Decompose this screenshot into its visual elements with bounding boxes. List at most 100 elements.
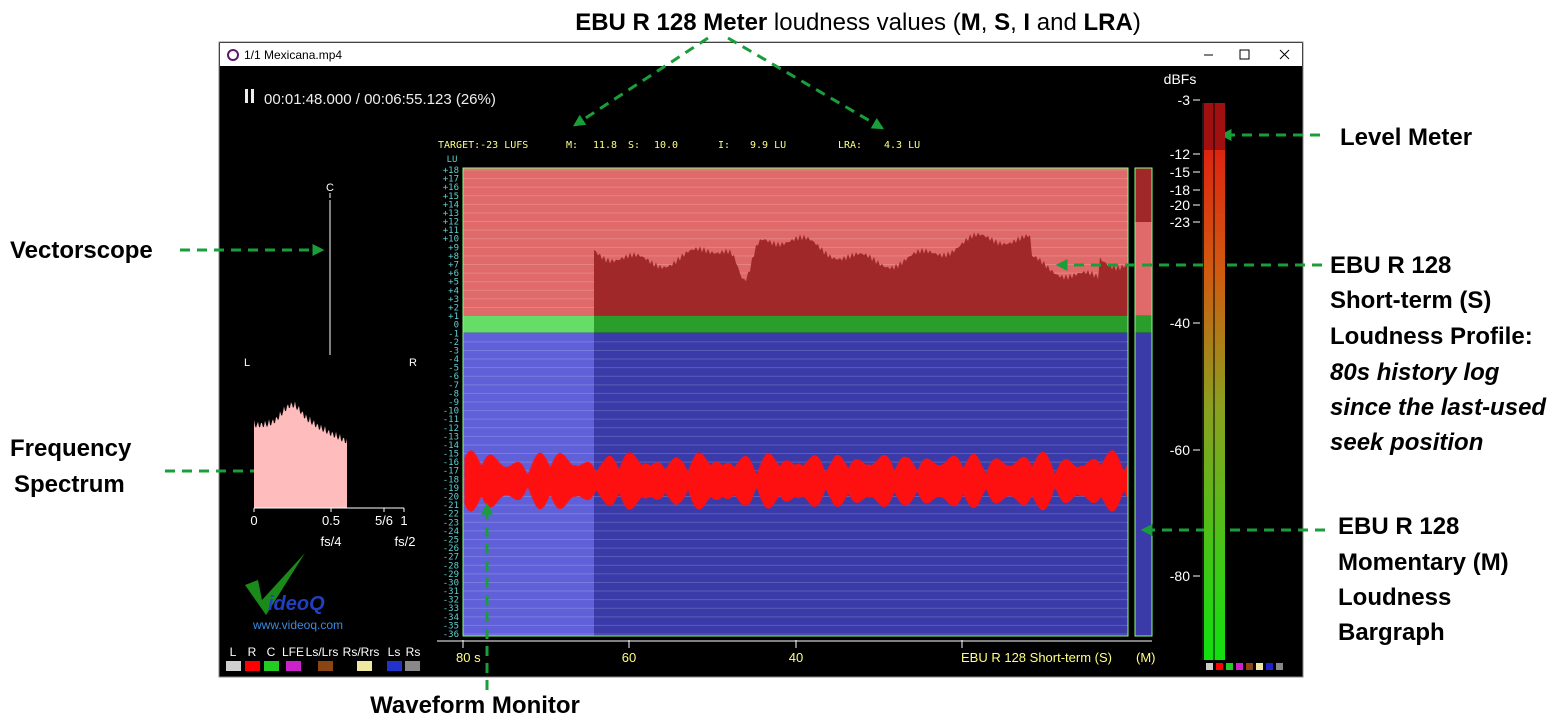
lu-tick-label: -12	[443, 424, 459, 434]
channel-swatch	[318, 661, 333, 671]
meter-readout: S:	[628, 140, 640, 151]
lu-tick-label: +6	[448, 269, 459, 279]
lu-tick-label: -2	[448, 338, 459, 348]
lu-tick-label: -29	[443, 570, 459, 580]
meter-readout: 10.0	[654, 140, 678, 151]
arrow	[572, 36, 709, 127]
lu-tick-label: -13	[443, 432, 459, 442]
channel-swatch	[245, 661, 260, 671]
lu-tick-label: +11	[443, 226, 459, 236]
dbfs-tick-label: -40	[1170, 315, 1190, 331]
annotation-title: EBU R 128 Meter loudness values (M, S, I…	[575, 9, 1141, 36]
lu-tick-label: -27	[443, 553, 459, 563]
channel-swatch	[357, 661, 372, 671]
channel-swatch	[387, 661, 402, 671]
app-icon	[227, 49, 239, 61]
annotation: Momentary (M)	[1338, 549, 1509, 576]
lu-tick-label: +18	[443, 166, 459, 176]
title-part: ,	[981, 9, 994, 36]
annotation: Frequency	[10, 435, 132, 462]
arrow	[727, 36, 885, 130]
spectrum-tick-label: 0	[250, 513, 257, 528]
dbfs-tick-label: -3	[1178, 92, 1191, 108]
lu-tick-label: -14	[443, 441, 459, 451]
loudness-target	[463, 315, 1128, 333]
dbfs-tick-label: -80	[1170, 568, 1190, 584]
annotation: 80s history log	[1330, 359, 1500, 386]
meter-channel-swatch	[1256, 663, 1263, 670]
lu-tick-label: -8	[448, 389, 459, 399]
title-bar	[220, 43, 1302, 66]
profile-label: EBU R 128 Short-term (S)	[961, 650, 1112, 665]
meter-channel-swatch	[1276, 663, 1283, 670]
channel-label: Ls	[388, 645, 401, 659]
logo-url: www.videoq.com	[252, 618, 343, 632]
loudness-profile	[462, 167, 1129, 637]
annotation: since the last-used	[1330, 394, 1547, 421]
lu-tick-label: +16	[443, 183, 459, 193]
meter-channel-swatch	[1206, 663, 1213, 670]
lu-tick-label: -16	[443, 458, 459, 468]
lu-tick-label: -5	[448, 364, 459, 374]
lu-tick-label: -3	[448, 346, 459, 356]
spectrum-tick-label: 5/6	[375, 513, 393, 528]
meter-readout: I:	[718, 140, 730, 151]
lu-tick-label: -18	[443, 475, 459, 485]
meter-readout: M:	[566, 140, 578, 151]
lu-tick-label: +5	[448, 278, 459, 288]
spectrum-tick-label: 1	[400, 513, 407, 528]
dbfs-tick-label: -15	[1170, 164, 1190, 180]
title-part: LRA	[1083, 9, 1132, 36]
annotation: Level Meter	[1340, 124, 1472, 151]
lu-tick-label: -25	[443, 535, 459, 545]
lu-tick-label: -23	[443, 518, 459, 528]
pause-icon[interactable]	[245, 89, 248, 103]
meter-channel-swatch	[1216, 663, 1223, 670]
annotation: EBU R 128	[1330, 252, 1451, 279]
lu-tick-label: -31	[443, 587, 459, 597]
lu-tick-label: +4	[448, 286, 459, 296]
annotation: seek position	[1330, 429, 1483, 456]
lu-tick-label: -24	[443, 527, 459, 537]
lu-tick-label: +9	[448, 243, 459, 253]
lu-tick-label: -33	[443, 604, 459, 614]
channel-swatch	[226, 661, 241, 671]
lu-tick-label: -6	[448, 372, 459, 382]
dbfs-tick-label: -60	[1170, 442, 1190, 458]
lu-tick-label: -30	[443, 578, 459, 588]
close-button[interactable]	[1279, 49, 1290, 60]
lu-tick-label: -26	[443, 544, 459, 554]
momentary-top	[1135, 168, 1152, 222]
time-tick-label: 80 s	[456, 650, 481, 665]
lu-tick-label: +3	[448, 295, 459, 305]
lu-tick-label: -4	[448, 355, 459, 365]
pause-icon[interactable]	[251, 89, 254, 103]
momentary-below	[1135, 332, 1152, 636]
lu-tick-label: -17	[443, 467, 459, 477]
channel-label: Rs/Rrs	[343, 645, 380, 659]
spectrum-sub-label: fs/4	[321, 534, 342, 549]
title-part: )	[1133, 9, 1141, 36]
lu-tick-label: +14	[443, 200, 459, 210]
time-tick-label: 40	[789, 650, 803, 665]
annotation: Short-term (S)	[1330, 287, 1491, 314]
lu-tick-label: +2	[448, 303, 459, 313]
maximize-button[interactable]	[1239, 49, 1250, 60]
time-tick-label: 60	[622, 650, 636, 665]
dbfs-tick-label: -20	[1170, 197, 1190, 213]
logo: ideoQ	[268, 593, 325, 615]
lu-tick-label: -10	[443, 407, 459, 417]
meter-channel-swatch	[1226, 663, 1233, 670]
dbfs-tick-label: -23	[1170, 214, 1190, 230]
title-part: S	[994, 9, 1010, 36]
loudness-target-light	[463, 315, 594, 333]
lu-unit: LU	[447, 155, 458, 165]
momentary-target	[1135, 315, 1152, 333]
dbfs-unit: dBFs	[1164, 71, 1197, 87]
short-term-profile	[594, 232, 1128, 316]
lu-tick-label: -11	[443, 415, 459, 425]
window-title: 1/1 Mexicana.mp4	[244, 48, 342, 62]
annotation: Waveform Monitor	[370, 692, 580, 719]
annotation: Vectorscope	[10, 237, 153, 264]
